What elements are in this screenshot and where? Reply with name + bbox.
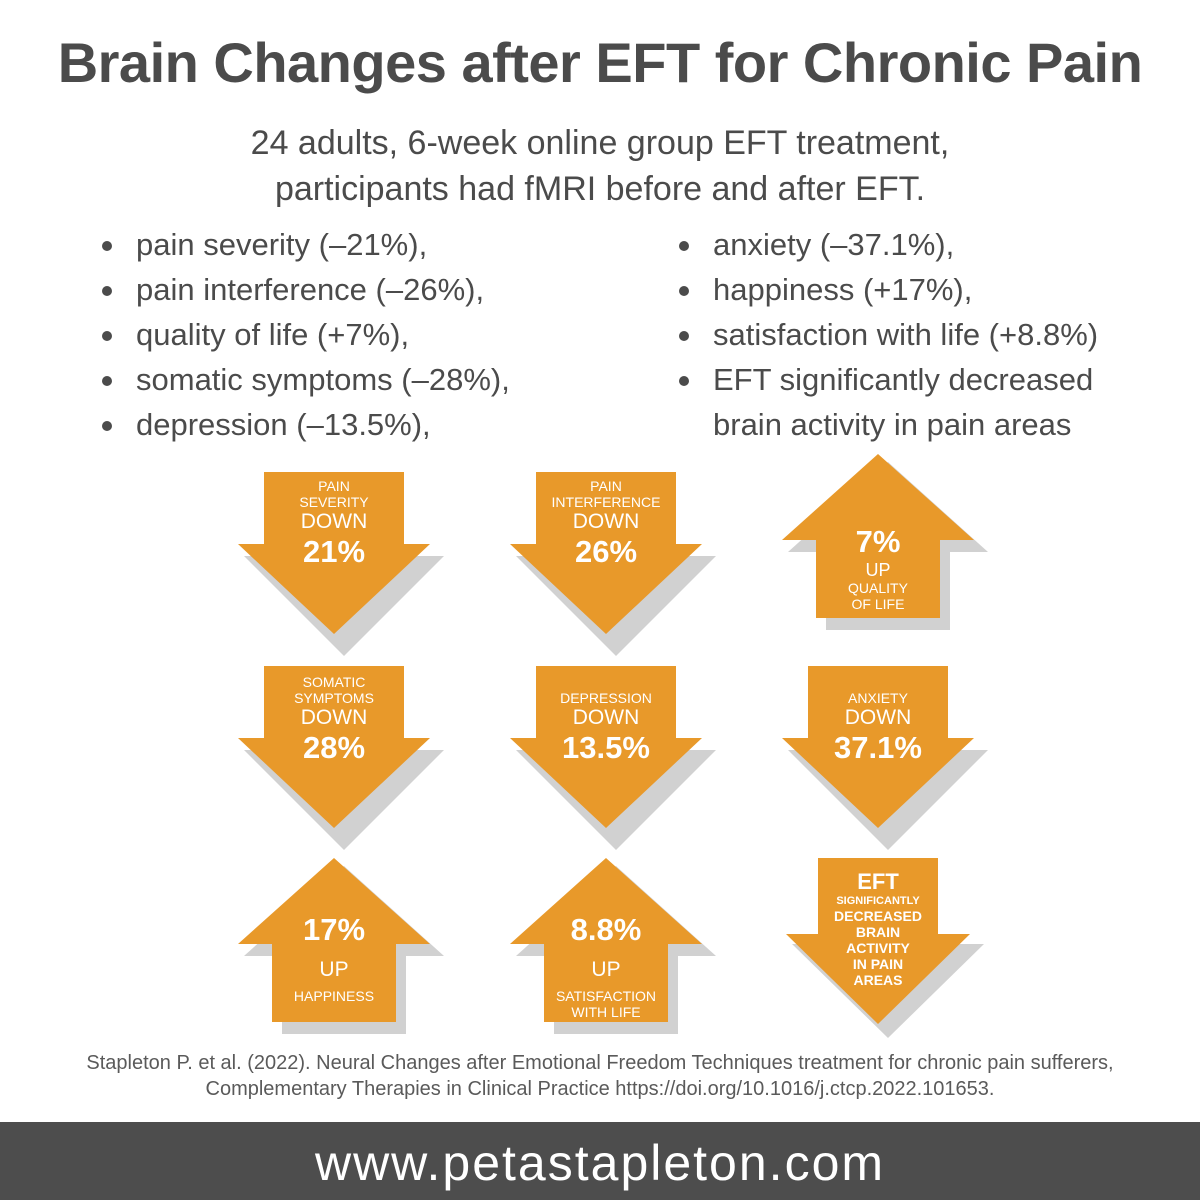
somatic-symptoms-down-arrow: SOMATIC SYMPTOMS DOWN 28% [234,662,444,850]
list-item: satisfaction with life (+8.8%) [675,312,1098,357]
arrow-label: AREAS [853,972,903,988]
up-arrow-icon [510,858,716,1034]
citation-line-1: Stapleton P. et al. (2022). Neural Chang… [86,1052,1114,1074]
arrow-label: ACTIVITY [846,940,910,956]
list-item: quality of life (+7%), [98,312,510,357]
list-item-continuation: brain activity in pain areas [713,407,1072,442]
arrow-label: SYMPTOMS [294,690,374,706]
pain-severity-down-arrow: PAIN SEVERITY DOWN 21% [234,468,444,656]
arrow-direction: DOWN [844,706,912,729]
results-list-left: pain severity (–21%), pain interference … [98,222,510,447]
arrow-label: DEPRESSION [560,690,652,706]
arrow-label: SEVERITY [299,494,369,510]
arrow-direction: DOWN [300,510,368,533]
satisfaction-up-arrow: 8.8% UP SATISFACTION WITH LIFE [506,856,716,1034]
up-arrow-icon [238,858,444,1034]
arrow-value: 28% [302,730,366,765]
list-item: pain severity (–21%), [98,222,510,267]
list-item: happiness (+17%), [675,267,1098,312]
arrow-value: 26% [574,534,638,569]
arrow-direction: DOWN [300,706,368,729]
arrow-label: IN PAIN [852,956,904,972]
down-arrow-icon [510,472,716,656]
arrow-value: 17% [302,912,366,947]
page-title: Brain Changes after EFT for Chronic Pain [57,31,1143,94]
footer-bar: www.petastapleton.com [0,1122,1200,1200]
arrow-label: DECREASED [834,908,922,924]
study-summary-line-2: participants had fMRI before and after E… [274,170,926,208]
arrow-direction: UP [865,560,891,580]
down-arrow-icon [238,472,444,656]
arrow-label: HAPPINESS [293,988,375,1004]
arrow-label: WITH LIFE [571,1004,641,1020]
anxiety-down-arrow: ANXIETY DOWN 37.1% [778,662,988,850]
quality-of-life-up-arrow: 7% UP QUALITY OF LIFE [778,452,988,630]
arrow-direction: UP [319,958,349,981]
list-item: pain interference (–26%), [98,267,510,312]
down-arrow-icon [510,666,716,850]
list-item: depression (–13.5%), [98,402,510,447]
arrow-label: SIGNIFICANTLY [836,895,920,907]
depression-down-arrow: DEPRESSION DOWN 13.5% [506,662,716,850]
arrow-label: PAIN [590,478,622,494]
down-arrow-icon [782,666,988,850]
arrow-label: INTERFERENCE [551,494,661,510]
arrow-label: QUALITY [848,580,908,596]
arrow-label: OF LIFE [851,596,905,612]
list-item: EFT significantly decreased [675,357,1098,402]
list-item: somatic symptoms (–28%), [98,357,510,402]
up-arrow-icon [782,454,988,630]
arrow-value: 37.1% [834,730,922,765]
arrow-value: 21% [302,534,366,569]
arrow-label: PAIN [318,478,350,494]
results-list-right: anxiety (–37.1%), happiness (+17%), sati… [675,222,1098,447]
arrow-direction: DOWN [572,510,640,533]
arrow-label: SOMATIC [302,674,366,690]
citation-line-2: Complementary Therapies in Clinical Prac… [205,1078,995,1100]
arrow-label: SATISFACTION [555,988,657,1004]
arrow-direction: UP [591,958,621,981]
arrow-direction: DOWN [572,706,640,729]
arrow-value: 13.5% [562,730,650,765]
down-arrow-icon [786,858,984,1038]
citation: Stapleton P. et al. (2022). Neural Chang… [0,1050,1200,1102]
down-arrow-icon [238,666,444,850]
arrow-label: BRAIN [855,924,901,940]
happiness-up-arrow: 17% UP HAPPINESS [234,856,444,1034]
pain-interference-down-arrow: PAIN INTERFERENCE DOWN 26% [506,468,716,656]
study-summary: 24 adults, 6-week online group EFT treat… [0,120,1200,212]
website-url: www.petastapleton.com [314,1135,886,1191]
arrow-value: 7% [855,524,901,559]
brain-activity-down-arrow: EFT SIGNIFICANTLY DECREASED BRAIN ACTIVI… [778,856,984,1038]
arrow-label: ANXIETY [848,690,908,706]
study-summary-line-1: 24 adults, 6-week online group EFT treat… [250,124,950,162]
list-item: anxiety (–37.1%), [675,222,1098,267]
arrow-label: EFT [857,869,899,894]
arrow-value: 8.8% [570,912,642,947]
